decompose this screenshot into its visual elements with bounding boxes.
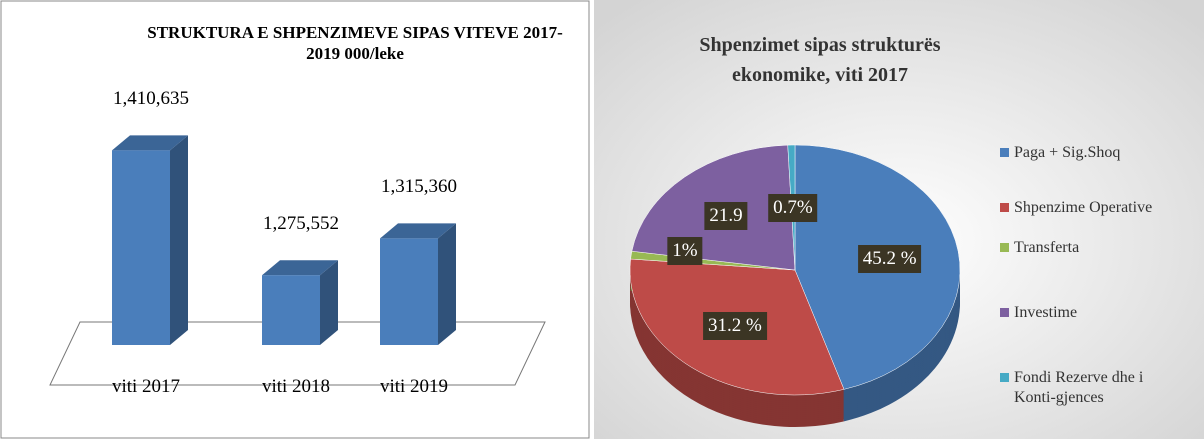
- data-label: 1,410,635: [113, 88, 189, 110]
- data-label: 1,315,360: [381, 176, 457, 198]
- chart-title: STRUKTURA E SHPENZIMEVE SIPAS VITEVE 201…: [147, 23, 563, 63]
- data-label: 1,275,552: [263, 213, 339, 235]
- bar-side: [438, 223, 456, 345]
- bar-top: [112, 135, 188, 151]
- bar-side: [320, 260, 338, 345]
- bar: [112, 150, 170, 345]
- data-label: 0.7%: [768, 193, 818, 222]
- bar-top: [262, 260, 338, 276]
- bar-top: [380, 223, 456, 239]
- legend-entry: Investime: [1000, 303, 1164, 323]
- legend-entry: Transferta: [1000, 238, 1164, 258]
- bar: [262, 275, 320, 345]
- chart-title: Shpenzimet sipas strukturës ekonomike, v…: [699, 34, 941, 86]
- legend-entry: Fondi Rezerve dhe i Konti-gjences: [1000, 368, 1164, 408]
- legend-swatch: [1000, 148, 1009, 157]
- legend-entry: Shpenzime Operative: [1000, 198, 1164, 218]
- data-label: 31.2 %: [703, 312, 767, 341]
- data-label: 21.9: [704, 202, 748, 231]
- legend-entry: Paga + Sig.Shoq: [1000, 143, 1164, 163]
- x-tick-label: viti 2017: [111, 376, 181, 397]
- legend-swatch: [1000, 203, 1009, 212]
- legend-swatch: [1000, 373, 1009, 382]
- bar: [380, 238, 438, 345]
- x-tick-label: viti 2019: [379, 376, 449, 397]
- data-label: 1%: [667, 237, 703, 266]
- legend-swatch: [1000, 243, 1009, 252]
- bar-side: [170, 135, 188, 345]
- x-tick-label: viti 2018: [261, 376, 331, 397]
- legend-swatch: [1000, 308, 1009, 317]
- data-label: 45.2 %: [857, 245, 922, 274]
